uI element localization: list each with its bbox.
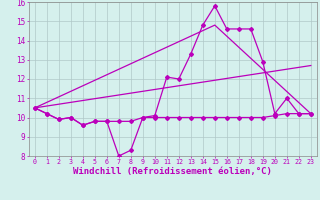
- X-axis label: Windchill (Refroidissement éolien,°C): Windchill (Refroidissement éolien,°C): [73, 167, 272, 176]
